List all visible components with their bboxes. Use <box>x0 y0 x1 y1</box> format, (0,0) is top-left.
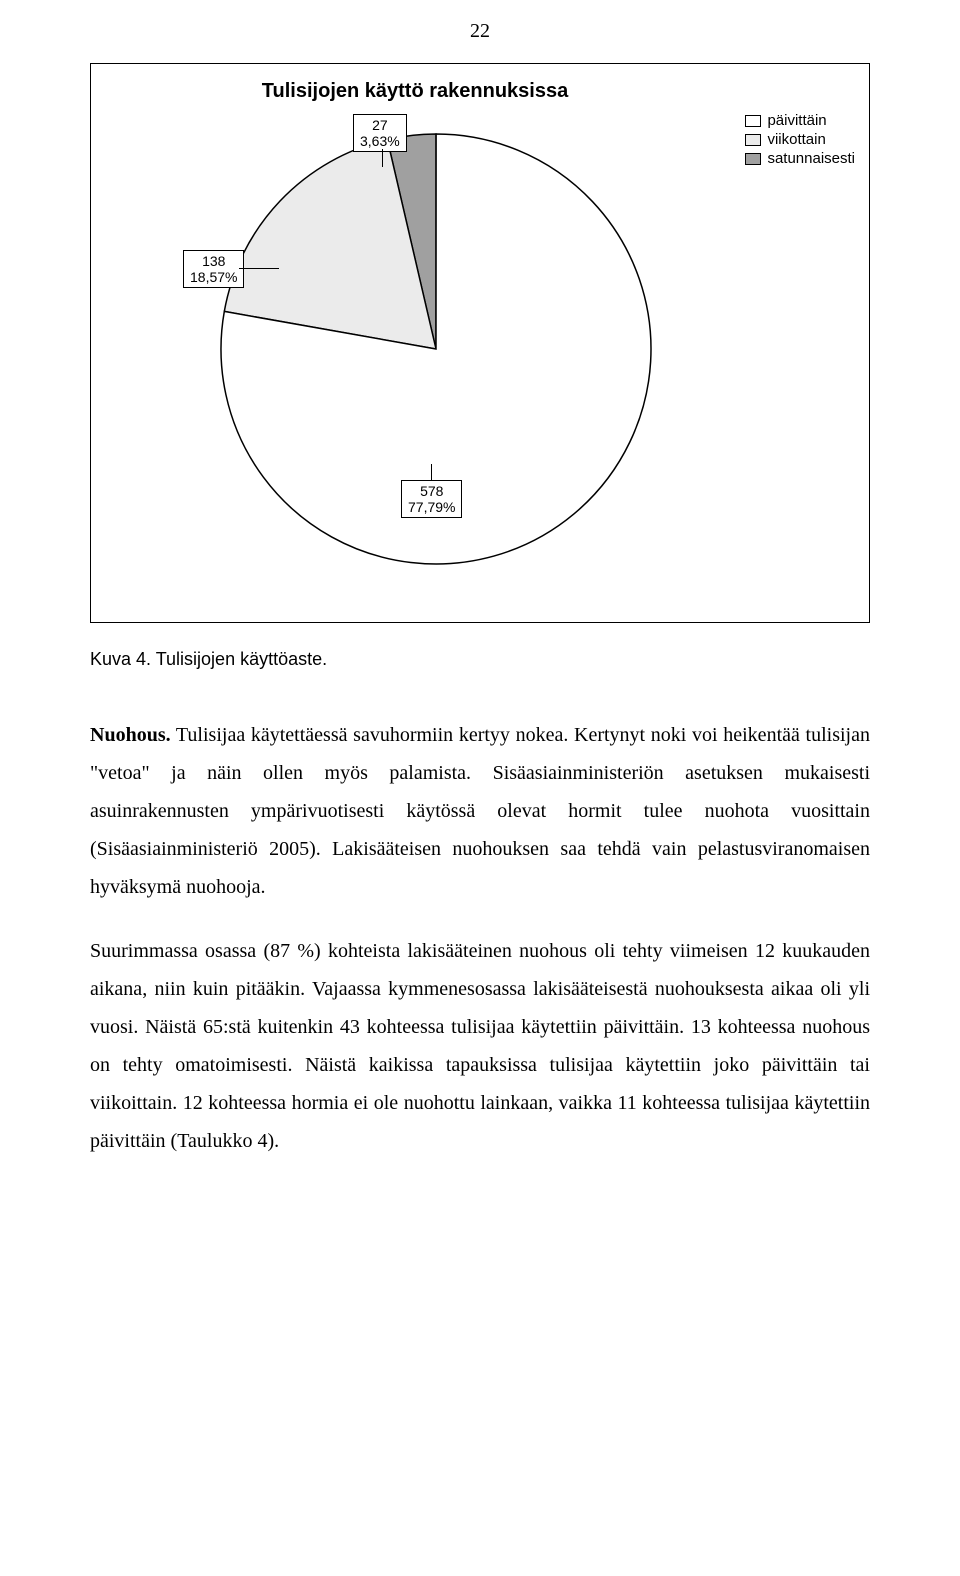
swatch-paivittain <box>745 115 761 127</box>
legend-label: satunnaisesti <box>767 150 855 167</box>
callout-line <box>382 149 383 167</box>
swatch-viikottain <box>745 134 761 146</box>
run-in-heading: Nuohous. <box>90 724 171 746</box>
callout-line <box>431 464 432 480</box>
pie-chart-frame: Tulisijojen käyttö rakennuksissa päivitt… <box>90 63 870 623</box>
swatch-satunnaisesti <box>745 153 761 165</box>
callout-paivittain: 578 77,79% <box>401 480 462 518</box>
legend-item-viikottain: viikottain <box>745 131 855 148</box>
callout-line <box>239 268 279 269</box>
paragraph-1: Nuohous. Tulisijaa käytettäessä savuhorm… <box>90 716 870 906</box>
legend-label: päivittäin <box>767 112 826 129</box>
callout-viikottain: 138 18,57% <box>183 250 244 288</box>
body-text: Nuohous. Tulisijaa käytettäessä savuhorm… <box>90 716 870 1160</box>
page-number: 22 <box>90 0 870 63</box>
paragraph-1-text: Tulisijaa käytettäessä savuhormiin kerty… <box>90 724 870 898</box>
legend-item-paivittain: päivittäin <box>745 112 855 129</box>
callout-satunnaisesti: 27 3,63% <box>353 114 407 152</box>
figure-caption: Kuva 4. Tulisijojen käyttöaste. <box>90 649 870 670</box>
legend-item-satunnaisesti: satunnaisesti <box>745 150 855 167</box>
chart-legend: päivittäin viikottain satunnaisesti <box>745 112 855 169</box>
paragraph-2: Suurimmassa osassa (87 %) kohteista laki… <box>90 932 870 1160</box>
chart-title: Tulisijojen käyttö rakennuksissa <box>91 80 739 103</box>
legend-label: viikottain <box>767 131 825 148</box>
